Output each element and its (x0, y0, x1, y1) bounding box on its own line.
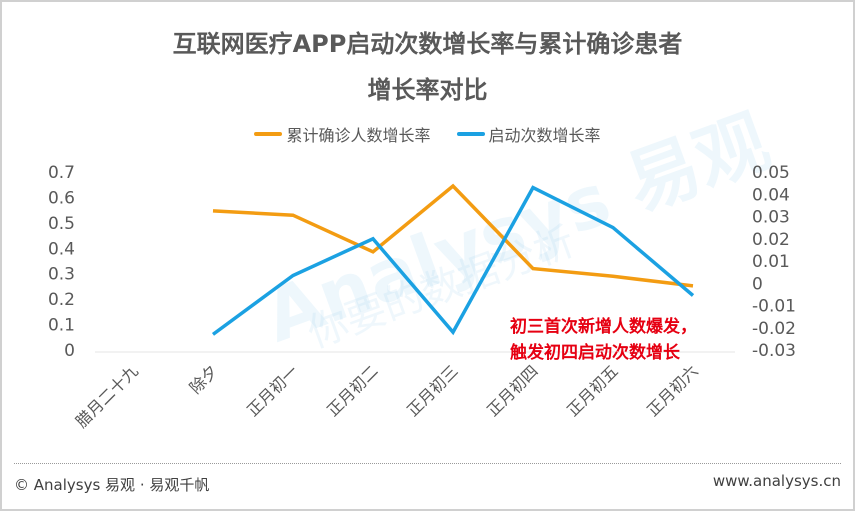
y-right-tick: 0.03 (752, 208, 790, 228)
x-category-label: 正月初一 (243, 361, 302, 420)
y-left-tick: 0.3 (48, 265, 75, 285)
y-left-tick: 0.2 (48, 290, 75, 310)
x-category-label: 正月初二 (323, 361, 382, 420)
y-right-tick: 0.05 (752, 163, 790, 183)
legend-item-launches[interactable]: 启动次数增长率 (456, 122, 601, 146)
legend-label: 启动次数增长率 (488, 126, 601, 145)
x-category-label: 正月初四 (483, 361, 542, 420)
footer-divider (14, 463, 841, 464)
annotation-line2: 触发初四启动次数增长 (510, 343, 680, 363)
y-right-tick: -0.03 (752, 341, 796, 361)
x-category-label: 除夕 (186, 361, 222, 397)
y-left-tick: 0.6 (48, 188, 75, 208)
y-left-tick: 0.4 (48, 239, 75, 259)
y-left-tick: 0.1 (48, 316, 75, 336)
legend-item-confirmed[interactable]: 累计确诊人数增长率 (254, 122, 431, 146)
chart-title-line2: 增长率对比 (367, 76, 488, 104)
chart-annotation: 初三首次新增人数爆发， 触发初四启动次数增长 (510, 314, 697, 366)
x-category-label: 正月初五 (563, 361, 622, 420)
x-category-label: 正月初三 (403, 361, 462, 420)
series-line-confirmed-growth[interactable] (212, 183, 694, 288)
y-left-tick: 0.7 (48, 163, 75, 183)
footer-website-link[interactable]: www.analysys.cn (712, 472, 841, 490)
y-left-tick: 0.5 (48, 214, 75, 234)
series-line-launch-growth[interactable] (211, 185, 695, 336)
legend-label: 累计确诊人数增长率 (286, 126, 431, 145)
annotation-line1: 初三首次新增人数爆发， (510, 317, 697, 337)
x-category-label: 正月初六 (643, 361, 702, 420)
chart-title-line1: 互联网医疗APP启动次数增长率与累计确诊患者 (172, 30, 683, 58)
legend-swatch-orange-icon (254, 132, 283, 136)
y-right-tick: -0.02 (752, 319, 796, 339)
y-right-tick: 0.02 (752, 230, 790, 250)
y-right-tick: 0.04 (752, 185, 790, 205)
x-category-label: 腊月二十九 (72, 361, 142, 431)
y-right-tick: 0 (752, 274, 763, 294)
legend-swatch-blue-icon (456, 132, 485, 136)
chart-legend: 累计确诊人数增长率 启动次数增长率 (0, 122, 855, 146)
footer-copyright: © Analysys 易观 · 易观千帆 (14, 476, 210, 494)
y-right-tick: 0.01 (752, 252, 790, 272)
y-right-tick: -0.01 (752, 297, 796, 317)
y-left-tick: 0 (64, 341, 75, 361)
